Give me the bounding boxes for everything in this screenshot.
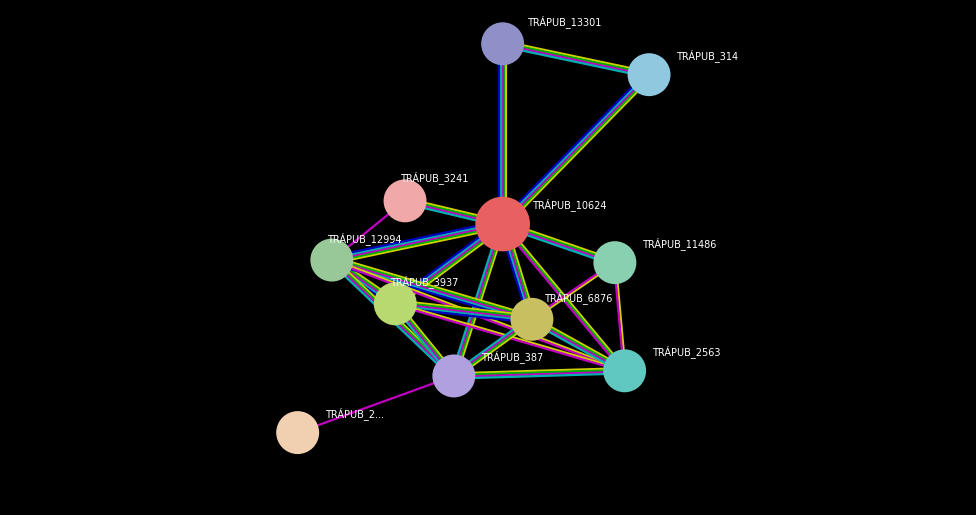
Text: TRÁPUB_387: TRÁPUB_387 [481, 350, 544, 363]
Circle shape [475, 197, 530, 251]
Text: TRÁPUB_2563: TRÁPUB_2563 [652, 345, 720, 358]
Text: TRÁPUB_3241: TRÁPUB_3241 [400, 171, 468, 184]
Circle shape [603, 349, 646, 392]
Circle shape [310, 238, 353, 282]
Circle shape [628, 53, 671, 96]
Circle shape [593, 241, 636, 284]
Text: TRÁPUB_3937: TRÁPUB_3937 [390, 276, 459, 288]
Text: TRÁPUB_12994: TRÁPUB_12994 [327, 232, 401, 245]
Text: TRÁPUB_6876: TRÁPUB_6876 [544, 291, 612, 304]
Circle shape [384, 179, 427, 222]
Text: TRÁPUB_13301: TRÁPUB_13301 [527, 15, 601, 28]
Circle shape [276, 411, 319, 454]
Circle shape [432, 354, 475, 398]
Circle shape [510, 298, 553, 341]
Circle shape [481, 22, 524, 65]
Text: TRÁPUB_2...: TRÁPUB_2... [325, 407, 384, 420]
Text: TRÁPUB_11486: TRÁPUB_11486 [642, 237, 716, 250]
Text: TRÁPUB_10624: TRÁPUB_10624 [532, 198, 606, 211]
Text: TRÁPUB_314: TRÁPUB_314 [676, 49, 739, 62]
Circle shape [374, 282, 417, 325]
